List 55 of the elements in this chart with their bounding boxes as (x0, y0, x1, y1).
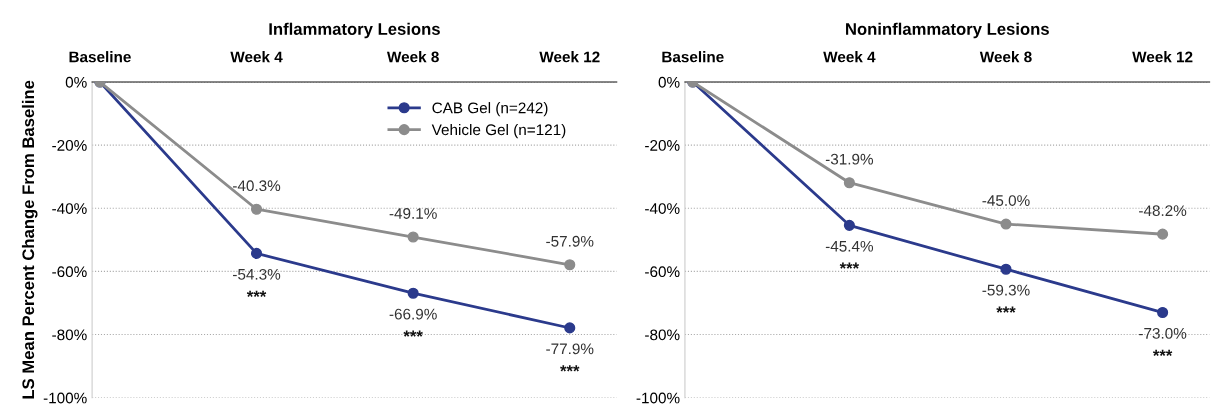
data-label: -57.9% (546, 235, 594, 247)
y-tick-label: -100% (43, 392, 87, 404)
point (843, 219, 855, 231)
annotation: *** (1152, 349, 1173, 356)
point (250, 247, 263, 259)
y-tick-label: -60% (52, 266, 87, 278)
annotation: *** (560, 365, 580, 372)
data-label: -40.3% (233, 180, 281, 192)
point (1157, 306, 1169, 319)
data-label: -31.9% (825, 153, 874, 165)
y-axis-title: LS Mean Percent Change From Baseline (21, 80, 38, 399)
point (1157, 228, 1169, 240)
y-tick-label: -20% (645, 140, 680, 151)
annotation: *** (839, 262, 860, 269)
data-label: -48.2% (1139, 205, 1187, 217)
legend-label: Vehicle Gel (n=121) (431, 123, 566, 139)
x-tick-label: Baseline (69, 51, 131, 63)
y-tick-label: 0% (658, 76, 680, 88)
x-tick-label: Week 4 (230, 51, 283, 63)
y-tick-label: 0% (65, 76, 87, 88)
y-tick-label: -20% (52, 140, 87, 151)
data-label: -45.0% (982, 195, 1030, 206)
y-tick-label: -40% (52, 203, 87, 214)
point (564, 259, 576, 271)
data-label: -59.3% (982, 284, 1030, 296)
annotation: *** (246, 290, 267, 297)
y-tick-label: -100% (636, 392, 680, 404)
chart-title: Noninflammatory Lesions (846, 22, 1049, 39)
x-tick-label: Week 12 (539, 51, 600, 63)
data-label: -54.3% (233, 268, 281, 280)
x-tick-label: Baseline (662, 51, 724, 63)
point (564, 322, 576, 334)
point (1000, 263, 1012, 275)
y-tick-label: -60% (645, 266, 680, 278)
y-tick-label: -80% (645, 329, 680, 341)
x-tick-label: Week 12 (1132, 51, 1193, 63)
data-label: -77.9% (546, 343, 594, 355)
data-label: -73.0% (1139, 327, 1187, 339)
y-tick-label: -40% (645, 203, 680, 214)
annotation: *** (996, 306, 1016, 313)
annotation: *** (403, 330, 423, 337)
legend-label: CAB Gel (n=242) (432, 102, 548, 117)
data-label: -49.1% (389, 208, 437, 219)
point (1000, 218, 1012, 230)
x-tick-label: Week 8 (979, 51, 1032, 63)
y-tick-label: -80% (52, 329, 87, 341)
x-tick-label: Week 4 (823, 51, 876, 63)
data-label: -66.9% (389, 308, 437, 320)
point (843, 177, 855, 189)
point (407, 231, 419, 243)
point (407, 287, 419, 299)
point (250, 203, 263, 215)
chart-title: Inflammatory Lesions (269, 22, 440, 39)
x-tick-label: Week 8 (386, 51, 439, 63)
data-label: -45.4% (825, 240, 874, 252)
